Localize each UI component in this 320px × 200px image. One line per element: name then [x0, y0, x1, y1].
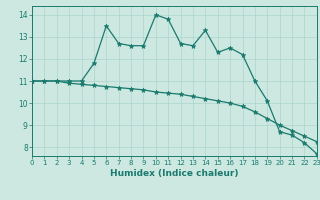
X-axis label: Humidex (Indice chaleur): Humidex (Indice chaleur): [110, 169, 239, 178]
